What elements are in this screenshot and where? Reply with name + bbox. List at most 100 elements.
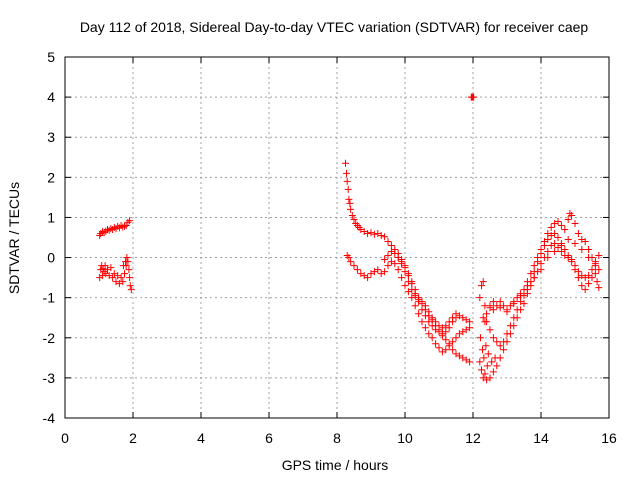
data-point	[374, 266, 382, 274]
data-point	[122, 221, 130, 229]
data-point	[381, 256, 389, 264]
data-point	[595, 252, 603, 260]
data-point	[484, 350, 492, 358]
data-point	[100, 229, 108, 237]
x-tick-label: 4	[197, 430, 205, 446]
y-tick-label: -3	[43, 370, 56, 386]
data-point	[105, 226, 113, 234]
data-point	[381, 233, 389, 241]
data-point	[557, 242, 565, 250]
y-tick-label: -1	[43, 290, 56, 306]
y-tick-label: 1	[47, 209, 55, 225]
data-point	[568, 211, 576, 219]
data-point	[489, 306, 497, 314]
data-point	[530, 262, 538, 270]
data-point	[404, 272, 412, 280]
data-point	[479, 314, 487, 322]
data-point	[102, 227, 110, 235]
y-tick-label: 3	[47, 129, 55, 145]
data-point	[411, 302, 419, 310]
data-point	[476, 294, 484, 302]
data-point	[117, 274, 125, 282]
data-point	[387, 242, 395, 250]
data-point	[367, 229, 375, 237]
data-point	[578, 246, 586, 254]
data-point	[551, 229, 559, 237]
data-point	[470, 93, 478, 101]
data-point	[126, 274, 134, 282]
data-point	[418, 318, 426, 326]
data-point	[343, 177, 351, 185]
data-point	[571, 262, 579, 270]
data-point	[121, 222, 128, 230]
data-point	[564, 236, 572, 244]
data-point	[551, 248, 559, 256]
data-point	[432, 340, 440, 348]
x-tick-label: 14	[533, 430, 549, 446]
data-point	[452, 334, 460, 342]
data-point	[486, 302, 494, 310]
data-point	[114, 222, 122, 230]
data-point	[491, 354, 499, 362]
data-point	[449, 346, 457, 354]
data-point	[415, 310, 423, 318]
data-point	[540, 238, 548, 246]
data-point	[585, 280, 593, 288]
data-point	[595, 266, 603, 274]
data-point	[364, 274, 372, 282]
data-point	[591, 270, 599, 278]
y-tick-label: 5	[47, 49, 55, 65]
data-point	[476, 358, 484, 366]
data-point	[554, 217, 562, 225]
data-point	[425, 318, 433, 326]
x-axis-label: GPS time / hours	[282, 457, 389, 473]
data-point	[442, 322, 450, 330]
data-point	[503, 308, 511, 316]
data-point	[544, 229, 552, 237]
data-point	[551, 240, 559, 248]
data-point	[345, 195, 353, 203]
data-point	[442, 336, 450, 344]
data-point	[483, 310, 491, 318]
chart-title: Day 112 of 2018, Sidereal Day-to-day VTE…	[80, 19, 589, 35]
data-point	[534, 254, 542, 262]
data-point	[377, 231, 385, 239]
data-point	[517, 292, 525, 300]
data-point	[348, 211, 356, 219]
data-points	[96, 93, 603, 384]
data-point	[398, 274, 406, 282]
data-point	[127, 286, 135, 294]
data-point	[384, 238, 392, 246]
data-point	[408, 286, 416, 294]
data-point	[119, 278, 127, 286]
data-point	[411, 292, 419, 300]
data-point	[547, 223, 555, 231]
data-point	[401, 268, 409, 276]
data-point	[347, 258, 355, 266]
y-tick-label: 2	[47, 169, 55, 185]
data-point	[537, 266, 545, 274]
data-point	[435, 344, 443, 352]
data-point	[391, 250, 399, 258]
data-point	[418, 298, 426, 306]
data-point	[445, 318, 453, 326]
data-point	[585, 272, 593, 280]
data-point	[345, 254, 353, 262]
x-tick-label: 12	[465, 430, 481, 446]
data-point	[404, 278, 412, 286]
data-point	[496, 342, 504, 350]
data-point	[561, 225, 569, 233]
data-point	[432, 318, 440, 326]
data-point	[513, 306, 521, 314]
data-point	[554, 234, 562, 241]
x-tick-label: 16	[601, 430, 617, 446]
data-point	[342, 159, 349, 167]
data-point	[483, 362, 491, 370]
data-point	[449, 338, 457, 346]
data-point	[394, 254, 402, 262]
data-point	[557, 221, 565, 229]
data-point	[510, 314, 518, 322]
data-point	[107, 264, 115, 272]
